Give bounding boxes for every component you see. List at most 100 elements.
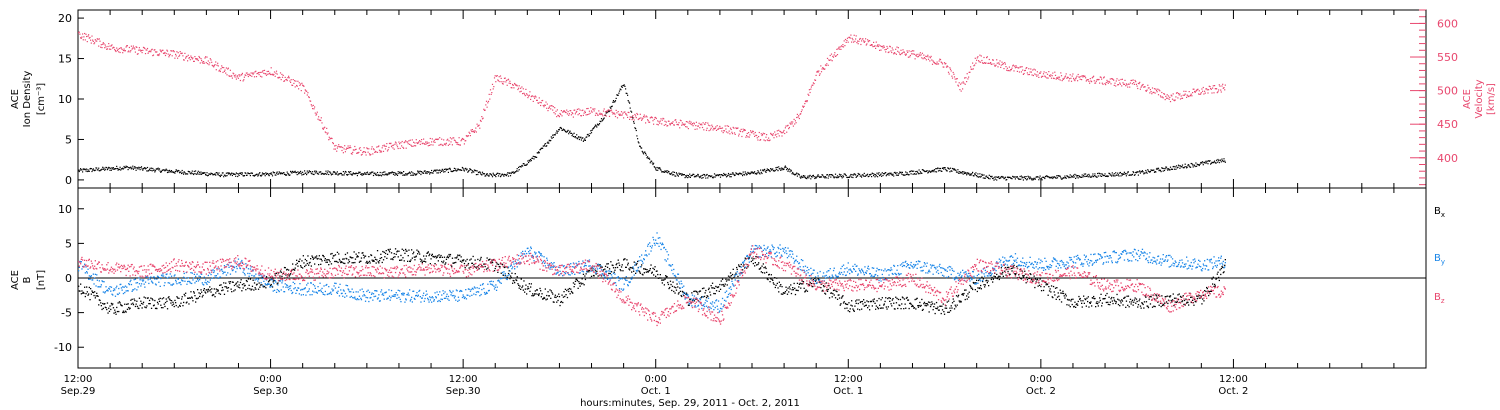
data-point [455,141,457,144]
data-point [175,304,177,307]
data-point [277,173,280,175]
data-point [777,170,779,172]
data-point [742,131,744,133]
data-point [972,68,974,70]
data-point [1083,175,1085,177]
data-point [451,144,453,146]
data-point [977,287,979,289]
data-point [750,172,752,174]
data-point [1066,175,1069,177]
data-point [429,137,431,140]
data-point [1126,84,1128,86]
data-point [214,173,216,175]
data-point [562,296,565,298]
data-point [1129,174,1131,176]
data-point [741,272,743,274]
data-point [714,293,716,295]
data-point [294,267,296,269]
data-point [961,172,963,174]
data-point [963,82,965,84]
data-point [1053,291,1055,293]
data-point [382,174,384,176]
data-point [421,171,423,173]
data-point [670,122,672,125]
data-point [691,292,693,294]
data-point [164,54,167,57]
data-point [546,145,548,147]
data-point [136,305,139,307]
data-point [381,172,383,174]
data-point [122,168,124,170]
data-point [1124,173,1126,175]
data-point [95,167,97,169]
data-point [520,288,522,290]
data-point [164,305,166,308]
data-point [525,88,527,90]
data-point [229,173,231,175]
data-point [974,289,976,291]
data-point [932,309,934,311]
data-point [1182,167,1184,169]
data-point [823,286,825,288]
data-point [293,268,295,271]
data-point [197,289,199,291]
data-point [859,301,861,304]
data-point [614,267,617,269]
data-point [246,280,248,283]
data-point [1034,69,1036,71]
data-point [723,130,726,132]
data-point [1090,80,1092,82]
data-point [806,178,808,180]
data-point [1224,161,1226,163]
data-point [657,277,659,279]
data-point [253,282,256,284]
data-point [256,173,258,175]
data-point [1082,76,1084,78]
data-point [161,169,163,171]
data-point [842,46,845,48]
data-point [762,272,764,274]
data-point [496,75,498,77]
data-point [431,138,433,140]
data-point [1168,98,1170,100]
data-point [1073,77,1075,79]
data-point [540,104,542,107]
data-point [1069,74,1071,76]
data-point [526,163,528,165]
data-point [80,37,82,39]
data-point [240,279,242,281]
data-point [958,171,960,173]
data-point [525,284,527,286]
data-point [489,98,491,100]
data-point [673,290,675,293]
data-point [636,112,638,115]
data-point [1006,266,1009,269]
data-point [733,173,735,176]
data-point [380,253,382,255]
data-point [932,171,934,173]
data-point [814,280,817,282]
data-point [1172,166,1174,168]
data-point [341,261,343,263]
data-point [889,173,891,175]
data-point [499,176,502,178]
data-point [733,174,736,177]
data-point [1182,94,1184,96]
data-point [183,173,185,175]
data-point [794,287,796,289]
data-point [505,175,508,177]
data-point [234,76,236,78]
data-point [120,304,122,306]
data-point [562,111,564,113]
data-point [367,173,369,175]
data-point [828,174,831,176]
data-point [796,289,798,291]
data-point [390,252,393,254]
data-point [1056,175,1058,177]
data-point [296,174,298,176]
data-point [558,115,560,117]
data-point [552,136,554,138]
data-point [496,263,498,265]
data-point [903,298,906,300]
data-point [1022,73,1024,75]
